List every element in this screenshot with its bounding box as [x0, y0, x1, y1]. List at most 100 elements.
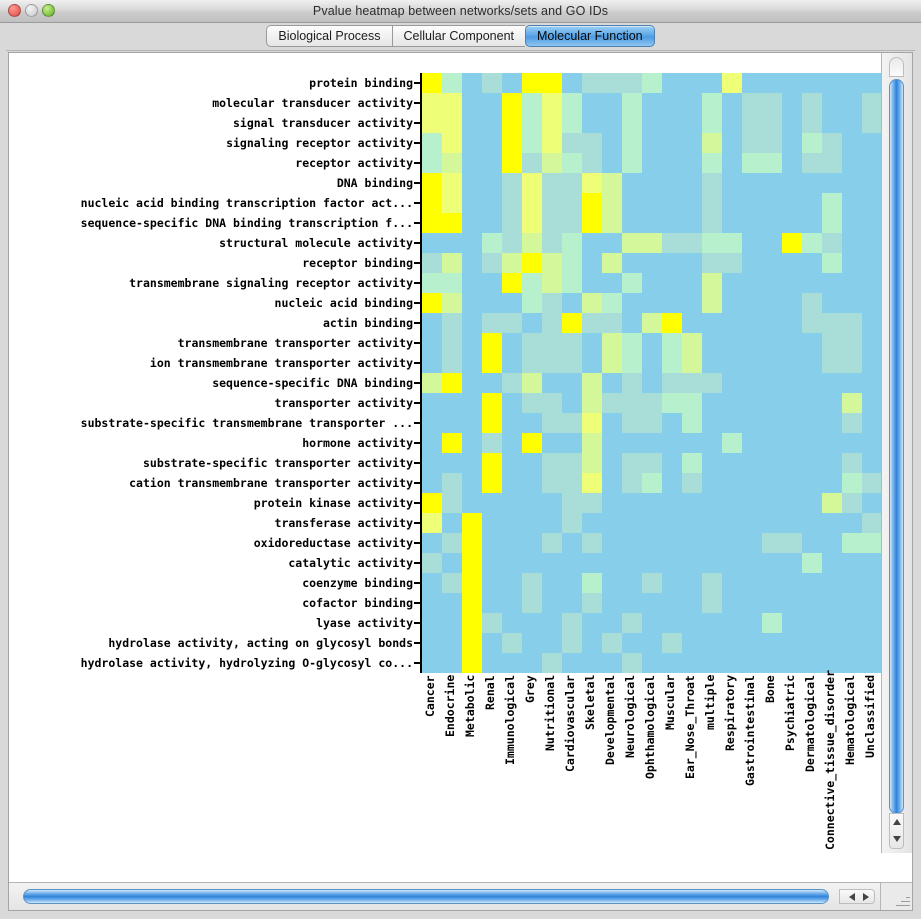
- heatmap-cell[interactable]: [762, 553, 782, 573]
- heatmap-cell[interactable]: [822, 73, 842, 93]
- heatmap-cell[interactable]: [822, 513, 842, 533]
- heatmap-cell[interactable]: [722, 493, 742, 513]
- heatmap-cell[interactable]: [542, 493, 562, 513]
- heatmap-cell[interactable]: [702, 453, 722, 473]
- heatmap-cell[interactable]: [842, 653, 862, 673]
- heatmap-cell[interactable]: [482, 533, 502, 553]
- heatmap-cell[interactable]: [622, 353, 642, 373]
- heatmap-cell[interactable]: [742, 413, 762, 433]
- heatmap-cell[interactable]: [742, 473, 762, 493]
- heatmap-cell[interactable]: [802, 533, 822, 553]
- heatmap-cell[interactable]: [542, 193, 562, 213]
- heatmap-cell[interactable]: [442, 253, 462, 273]
- heatmap-cell[interactable]: [582, 413, 602, 433]
- heatmap-cell[interactable]: [502, 193, 522, 213]
- heatmap-cell[interactable]: [562, 433, 582, 453]
- heatmap-cell[interactable]: [722, 593, 742, 613]
- heatmap-cell[interactable]: [482, 573, 502, 593]
- heatmap-cell[interactable]: [762, 193, 782, 213]
- heatmap-cell[interactable]: [562, 533, 582, 553]
- heatmap-cell[interactable]: [562, 333, 582, 353]
- heatmap-cell[interactable]: [702, 433, 722, 453]
- heatmap-cell[interactable]: [802, 593, 822, 613]
- heatmap-cell[interactable]: [502, 593, 522, 613]
- heatmap-cell[interactable]: [462, 453, 482, 473]
- heatmap-cell[interactable]: [582, 493, 602, 513]
- heatmap-cell[interactable]: [582, 93, 602, 113]
- heatmap-cell[interactable]: [642, 273, 662, 293]
- heatmap-cell[interactable]: [422, 633, 442, 653]
- heatmap-cell[interactable]: [602, 253, 622, 273]
- heatmap-cell[interactable]: [602, 93, 622, 113]
- heatmap-cell[interactable]: [822, 653, 842, 673]
- heatmap-cell[interactable]: [562, 473, 582, 493]
- heatmap-cell[interactable]: [782, 613, 802, 633]
- heatmap-cell[interactable]: [422, 593, 442, 613]
- heatmap-cell[interactable]: [442, 153, 462, 173]
- heatmap-cell[interactable]: [662, 213, 682, 233]
- heatmap-cell[interactable]: [582, 613, 602, 633]
- heatmap-cell[interactable]: [682, 513, 702, 533]
- zoom-button[interactable]: [42, 4, 55, 17]
- heatmap-cell[interactable]: [702, 173, 722, 193]
- heatmap-cell[interactable]: [522, 193, 542, 213]
- heatmap-cell[interactable]: [582, 73, 602, 93]
- heatmap-cell[interactable]: [722, 133, 742, 153]
- heatmap-cell[interactable]: [682, 313, 702, 333]
- heatmap-cell[interactable]: [562, 653, 582, 673]
- heatmap-cell[interactable]: [502, 393, 522, 413]
- heatmap-cell[interactable]: [502, 73, 522, 93]
- heatmap-cell[interactable]: [802, 633, 822, 653]
- heatmap-cell[interactable]: [722, 93, 742, 113]
- heatmap-cell[interactable]: [662, 93, 682, 113]
- heatmap-cell[interactable]: [802, 233, 822, 253]
- heatmap-cell[interactable]: [562, 373, 582, 393]
- heatmap-cell[interactable]: [682, 493, 702, 513]
- heatmap-cell[interactable]: [422, 353, 442, 373]
- heatmap-cell[interactable]: [482, 333, 502, 353]
- heatmap-cell[interactable]: [662, 153, 682, 173]
- heatmap-cell[interactable]: [722, 293, 742, 313]
- heatmap-cell[interactable]: [762, 93, 782, 113]
- heatmap-cell[interactable]: [862, 193, 881, 213]
- heatmap-cell[interactable]: [522, 553, 542, 573]
- heatmap-cell[interactable]: [622, 93, 642, 113]
- heatmap-cell[interactable]: [842, 213, 862, 233]
- heatmap-cell[interactable]: [562, 513, 582, 533]
- heatmap-cell[interactable]: [622, 533, 642, 553]
- heatmap-cell[interactable]: [642, 633, 662, 653]
- heatmap-cell[interactable]: [742, 193, 762, 213]
- heatmap-cell[interactable]: [782, 413, 802, 433]
- heatmap-cell[interactable]: [462, 293, 482, 313]
- heatmap-cell[interactable]: [822, 293, 842, 313]
- heatmap-cell[interactable]: [602, 133, 622, 153]
- heatmap-cell[interactable]: [802, 453, 822, 473]
- heatmap-cell[interactable]: [542, 353, 562, 373]
- heatmap-cell[interactable]: [542, 533, 562, 553]
- heatmap-cell[interactable]: [862, 133, 881, 153]
- heatmap-cell[interactable]: [802, 173, 822, 193]
- heatmap-cell[interactable]: [622, 233, 642, 253]
- heatmap-cell[interactable]: [782, 213, 802, 233]
- heatmap-cell[interactable]: [582, 273, 602, 293]
- heatmap-cell[interactable]: [662, 573, 682, 593]
- heatmap-cell[interactable]: [742, 213, 762, 233]
- heatmap-cell[interactable]: [602, 193, 622, 213]
- heatmap-cell[interactable]: [602, 293, 622, 313]
- scroll-right-arrow-icon[interactable]: [863, 892, 869, 901]
- heatmap-cell[interactable]: [422, 613, 442, 633]
- heatmap-cell[interactable]: [482, 273, 502, 293]
- heatmap-cell[interactable]: [502, 93, 522, 113]
- heatmap-cell[interactable]: [522, 213, 542, 233]
- heatmap-cell[interactable]: [522, 233, 542, 253]
- heatmap-cell[interactable]: [702, 513, 722, 533]
- heatmap-cell[interactable]: [602, 353, 622, 373]
- heatmap-cell[interactable]: [662, 533, 682, 553]
- heatmap-cell[interactable]: [482, 93, 502, 113]
- heatmap-cell[interactable]: [462, 313, 482, 333]
- heatmap-cell[interactable]: [682, 93, 702, 113]
- heatmap-cell[interactable]: [622, 393, 642, 413]
- heatmap-cell[interactable]: [622, 73, 642, 93]
- heatmap-cell[interactable]: [762, 113, 782, 133]
- heatmap-cell[interactable]: [562, 613, 582, 633]
